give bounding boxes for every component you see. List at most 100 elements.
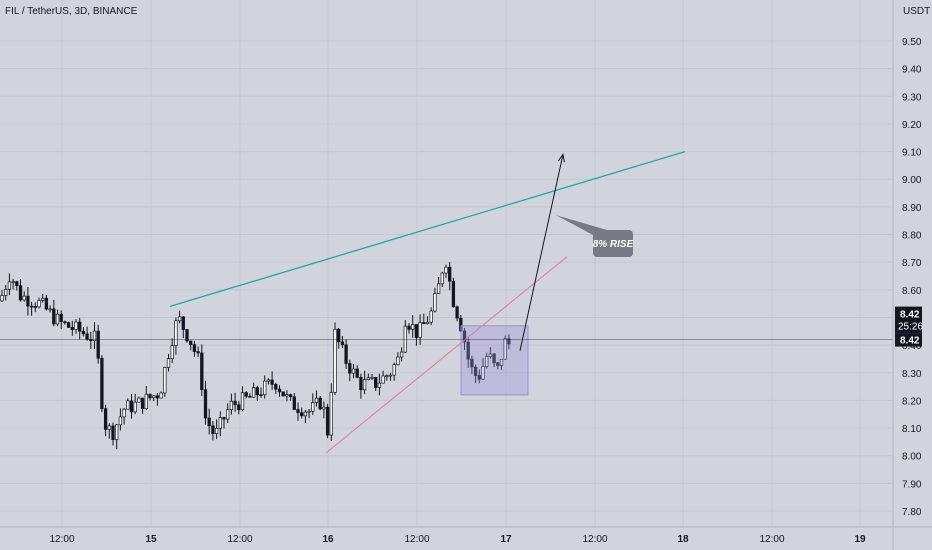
candle[interactable] [481, 366, 485, 380]
candle[interactable] [7, 281, 12, 290]
candle[interactable] [192, 344, 197, 352]
candle[interactable] [185, 329, 189, 342]
candle[interactable] [433, 293, 437, 312]
candle[interactable] [129, 400, 134, 413]
candle[interactable] [59, 313, 63, 323]
candle[interactable] [115, 424, 119, 441]
candle[interactable] [248, 395, 252, 398]
candle[interactable] [503, 338, 507, 360]
candle[interactable] [411, 324, 415, 330]
candle[interactable] [0, 295, 4, 302]
candle[interactable] [322, 406, 326, 410]
candle[interactable] [318, 397, 322, 410]
candle[interactable] [166, 358, 171, 368]
candle[interactable] [377, 382, 382, 388]
candle[interactable] [78, 321, 82, 332]
candle[interactable] [174, 320, 178, 347]
candle[interactable] [392, 364, 396, 376]
candle[interactable] [103, 408, 108, 430]
candle[interactable] [333, 328, 337, 393]
candle[interactable] [466, 341, 470, 360]
candle[interactable] [100, 357, 104, 410]
candle[interactable] [351, 368, 356, 374]
candle[interactable] [263, 380, 267, 396]
candle[interactable] [277, 388, 282, 393]
candle[interactable] [133, 401, 137, 413]
candle[interactable] [425, 321, 430, 325]
candle[interactable] [429, 310, 433, 323]
candle[interactable] [388, 374, 393, 377]
candle[interactable] [229, 400, 234, 411]
candle[interactable] [33, 306, 37, 308]
candle[interactable] [296, 409, 300, 414]
candle[interactable] [444, 266, 448, 274]
candle[interactable] [370, 377, 374, 379]
candle[interactable] [85, 333, 89, 340]
candle[interactable] [507, 338, 511, 345]
candle[interactable] [399, 351, 404, 358]
candle[interactable] [111, 425, 115, 441]
candle[interactable] [44, 297, 49, 310]
candle[interactable] [259, 394, 263, 396]
candle[interactable] [470, 358, 474, 368]
candle[interactable] [237, 404, 241, 411]
candle[interactable] [488, 353, 493, 358]
candle[interactable] [211, 425, 215, 435]
candle[interactable] [451, 280, 456, 308]
candle[interactable] [274, 384, 278, 390]
candle[interactable] [348, 363, 352, 374]
candle[interactable] [251, 387, 256, 398]
candle[interactable] [22, 295, 26, 301]
callout-box[interactable] [593, 230, 633, 257]
candle[interactable] [126, 400, 130, 410]
candle[interactable] [403, 325, 407, 353]
candle[interactable] [96, 330, 100, 359]
candle[interactable] [11, 281, 15, 283]
candle[interactable] [292, 396, 296, 410]
candle[interactable] [218, 417, 222, 429]
candle[interactable] [55, 313, 60, 325]
candle[interactable] [177, 316, 182, 322]
candle[interactable] [307, 410, 311, 413]
candle[interactable] [200, 352, 204, 391]
candle[interactable] [26, 295, 30, 307]
candle[interactable] [314, 397, 319, 403]
candle[interactable] [207, 417, 211, 427]
candle[interactable] [477, 375, 481, 380]
candle[interactable] [436, 283, 441, 294]
candle[interactable] [140, 397, 145, 410]
drawings-layer[interactable]: 8% RISE [0, 150, 893, 454]
candle[interactable] [29, 305, 34, 308]
candle[interactable] [414, 324, 419, 338]
candle[interactable] [325, 406, 330, 436]
candle[interactable] [448, 266, 452, 282]
candle[interactable] [266, 379, 271, 382]
candle[interactable] [473, 366, 478, 376]
candle[interactable] [303, 411, 308, 417]
candle[interactable] [189, 340, 193, 345]
candle[interactable] [462, 330, 467, 343]
candle[interactable] [226, 409, 230, 420]
candle[interactable] [396, 356, 400, 365]
candle[interactable] [407, 325, 411, 330]
candle[interactable] [374, 377, 378, 388]
candle[interactable] [337, 328, 341, 343]
candle[interactable] [222, 417, 226, 420]
candle[interactable] [15, 281, 19, 287]
candle[interactable] [152, 395, 156, 399]
candle[interactable] [240, 392, 245, 411]
candle[interactable] [300, 412, 304, 417]
candle[interactable] [422, 322, 426, 325]
candle[interactable] [440, 272, 444, 285]
candle[interactable] [41, 297, 45, 301]
candle[interactable] [74, 321, 78, 330]
candle[interactable] [255, 387, 259, 395]
candle[interactable] [81, 330, 86, 335]
candle[interactable] [281, 391, 285, 397]
candle[interactable] [196, 351, 200, 354]
candle[interactable] [418, 322, 422, 338]
candle[interactable] [288, 394, 293, 398]
candle[interactable] [366, 377, 370, 380]
candles-layer[interactable] [0, 262, 511, 450]
support-trendline[interactable] [325, 256, 568, 454]
